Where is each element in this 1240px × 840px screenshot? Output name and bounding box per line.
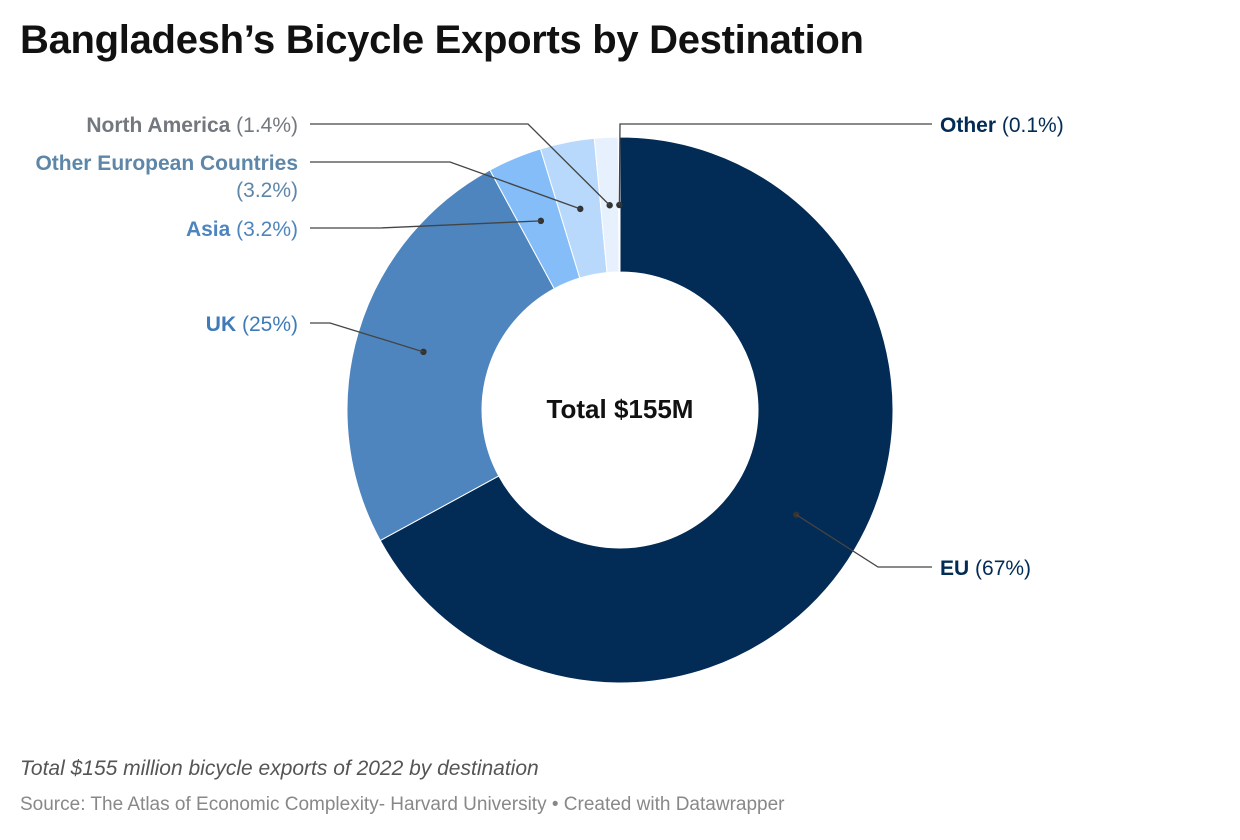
slice-label-asia: Asia (3.2%): [186, 218, 298, 241]
leader-line-other: [618, 123, 932, 206]
slice-label-name: Other European Countries: [35, 152, 298, 175]
leader-line-uk: [310, 322, 424, 353]
slice-label-name: UK: [206, 313, 236, 336]
slice-label-name: EU: [940, 557, 969, 580]
slice-eu: [379, 136, 894, 684]
leader-line-north-america: [310, 123, 611, 206]
slice-label-name: Other: [940, 114, 996, 137]
leader-lines: [310, 123, 932, 568]
slice-label-pct: (25%): [236, 313, 298, 336]
chart-note: Total $155 million bicycle exports of 20…: [20, 757, 539, 780]
leader-line-asia: [310, 220, 541, 229]
slice-label-pct: (67%): [969, 557, 1031, 580]
slice-uk: [346, 169, 555, 542]
slice-label-pct: (1.4%): [230, 114, 298, 137]
leader-line-eu: [795, 514, 932, 568]
slice-label-uk: UK (25%): [206, 313, 298, 336]
chart-title: Bangladesh’s Bicycle Exports by Destinat…: [20, 18, 864, 62]
slice-label-pct: (3.2%): [230, 218, 298, 241]
leader-line-other-european-countries: [310, 161, 581, 210]
slice-label-other-european-countries: Other European Countries: [35, 152, 298, 175]
center-total-label: Total $155M: [547, 394, 694, 424]
slice-label-name: North America: [86, 114, 230, 137]
slice-labels: EU (67%) UK (25%) Asia (3.2%) Other Europea…: [35, 114, 1063, 580]
chart-source: Source: The Atlas of Economic Complexity…: [20, 794, 785, 815]
slice-label-pct: (0.1%): [996, 114, 1064, 137]
donut-slices: [346, 136, 894, 684]
slice-label-north-america: North America (1.4%): [86, 114, 298, 137]
slice-label-name: Asia: [186, 218, 231, 241]
slice-label-other: Other (0.1%): [940, 114, 1064, 137]
slice-label-pct-other-european-countries: (3.2%): [236, 179, 298, 202]
slice-label-eu: EU (67%): [940, 557, 1031, 580]
